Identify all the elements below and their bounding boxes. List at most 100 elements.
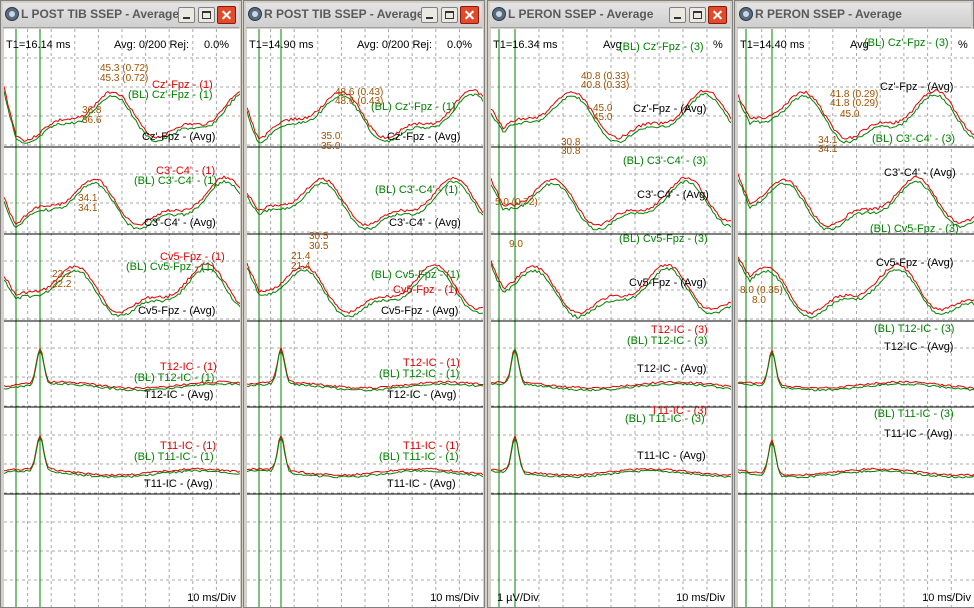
titlebar[interactable]: L PERON SSEP - Average — [490, 3, 730, 28]
trace-current — [491, 176, 731, 227]
trace-label-avg: Cv5-Fpz - (Avg) — [629, 277, 707, 289]
trace-baseline-bl — [247, 180, 483, 231]
peak-marker: 30.8 — [561, 146, 581, 157]
peak-marker: 34.1 — [78, 193, 98, 204]
trace-baseline-bl — [738, 441, 974, 479]
peak-marker: 41.8 (0.29) — [830, 89, 879, 100]
trace-baseline-bl — [491, 263, 731, 319]
close-button[interactable] — [217, 6, 236, 24]
titlebar[interactable]: L POST TIB SSEP - Average — [3, 3, 239, 28]
trace-baseline-bl — [247, 435, 483, 479]
window-title: R POST TIB SSEP - Average — [264, 7, 424, 21]
maximize-button[interactable] — [198, 7, 215, 23]
trace-label-avg: T11-IC - (Avg) — [144, 478, 213, 490]
trace-label-bl: (BL) Cz'-Fpz - (3) — [864, 37, 949, 49]
window-title: L PERON SSEP - Average — [508, 7, 654, 21]
peak-marker: 30.5 — [309, 231, 329, 242]
trace-label-bl: (BL) T11-IC - (3) — [625, 413, 705, 425]
peak-marker: 21.4 — [291, 251, 311, 262]
peak-marker: 9.0 — [509, 239, 523, 250]
trace-label-red: T11-IC - (1) — [160, 440, 217, 452]
window-l-peron: L PERON SSEP - Average T1=16.34 ms Avg %… — [487, 0, 733, 608]
trace-baseline-bl — [247, 349, 483, 392]
trace-label-bl: (BL) C3'-C4' - (1) — [375, 184, 459, 196]
app-icon — [248, 7, 262, 21]
titlebar[interactable]: R POST TIB SSEP - Average — [246, 3, 482, 28]
trace-baseline-bl — [4, 348, 240, 392]
trace-current — [738, 173, 974, 228]
trace-current — [247, 176, 483, 227]
time-scale: 10 ms/Div — [187, 592, 236, 604]
trace-current — [247, 89, 483, 140]
trace-label-avg: C3'-C4' - (Avg) — [637, 189, 709, 201]
trace-baseline-bl — [247, 266, 483, 318]
trace-label-red: Cv5-Fpz - (1) — [393, 284, 458, 296]
trace-current — [491, 348, 731, 390]
peak-marker: 45.0 — [593, 112, 613, 123]
reject-percent: 0.0% — [447, 39, 473, 51]
maximize-button[interactable] — [441, 7, 458, 23]
time-scale: 10 ms/Div — [676, 592, 725, 604]
trace-label-avg: T12-IC - (Avg) — [387, 389, 457, 401]
peak-marker: 40.8 (0.33) — [581, 80, 630, 91]
window-l-post-tib: L POST TIB SSEP - Average T1=16.14 ms Av… — [0, 0, 242, 608]
peak-marker: 45.3 (0.72) — [100, 63, 149, 74]
reject-percent: 0.0% — [204, 39, 230, 51]
close-button[interactable] — [708, 6, 727, 24]
peak-marker: 21.4 — [291, 261, 311, 272]
trace-label-avg: Cz'-Fpz - (Avg) — [633, 103, 707, 115]
trace-label-avg: Cv5-Fpz - (Avg) — [138, 305, 216, 317]
peak-marker: 36.8 — [82, 105, 102, 116]
peak-marker: 30.8 — [561, 137, 581, 148]
maximize-button[interactable] — [689, 7, 706, 23]
peak-marker: 40.8 (0.33) — [581, 71, 630, 82]
minimize-button[interactable] — [669, 7, 686, 23]
reject-percent: % — [958, 39, 968, 51]
peak-marker: 35.0 — [321, 141, 341, 152]
trace-current — [738, 256, 974, 316]
trace-label-red: T12-IC - (1) — [403, 357, 460, 369]
trace-label-avg: T12-IC - (Avg) — [637, 363, 707, 375]
window-title: L POST TIB SSEP - Average — [21, 7, 180, 21]
close-button[interactable] — [460, 6, 479, 24]
trace-baseline-bl — [491, 180, 731, 231]
grid-and-traces — [491, 29, 731, 607]
trace-label-avg: T11-IC - (Avg) — [387, 478, 456, 490]
window-r-peron: R PERON SSEP - Average T1=14.40 ms Avg %… — [734, 0, 974, 608]
trace-label-bl: (BL) Cz'-Fpz - (1) — [128, 89, 213, 101]
trace-label-bl: (BL) Cv5-Fpz - (1) — [126, 261, 215, 273]
trace-baseline-bl — [247, 93, 483, 144]
trace-label-bl: (BL) Cv5-Fpz - (1) — [371, 269, 460, 281]
trace-current — [738, 88, 974, 140]
peak-marker: 34.1 — [818, 144, 838, 155]
minimize-button[interactable] — [178, 7, 195, 23]
trace-label-avg: C3'-C4' - (Avg) — [144, 217, 216, 229]
trace-label-avg: T12-IC - (Avg) — [144, 389, 214, 401]
trace-current — [247, 262, 483, 314]
avg-readout: Avg: 0/200 Rej: — [357, 39, 433, 51]
trace-baseline-bl — [491, 92, 731, 144]
trace-label-red: Cv5-Fpz - (1) — [160, 251, 225, 263]
trace-label-avg: Cz'-Fpz - (Avg) — [142, 131, 216, 143]
app-icon — [5, 7, 19, 21]
peak-marker: 35.0 — [321, 131, 341, 142]
waveform-plot[interactable]: T1=14.90 ms Avg: 0/200 Rej: 0.0% (BL) Cz… — [247, 29, 483, 607]
avg-readout: Avg — [603, 39, 622, 51]
trace-label-bl: (BL) T11-IC - (1) — [379, 451, 459, 463]
trace-label-avg: Cz'-Fpz - (Avg) — [387, 131, 461, 143]
trace-label-bl: (BL) Cz'-Fpz - (1) — [371, 101, 456, 113]
app-icon — [492, 7, 506, 21]
trace-baseline-bl — [738, 94, 974, 144]
titlebar[interactable]: R PERON SSEP - Average — [737, 3, 971, 28]
trace-label-avg: Cv5-Fpz - (Avg) — [381, 305, 459, 317]
trace-current — [4, 262, 240, 314]
trace-label-avg: T11-IC - (Avg) — [884, 428, 953, 440]
trace-baseline-bl — [738, 259, 974, 319]
minimize-button[interactable] — [421, 7, 438, 23]
waveform-plot[interactable]: T1=14.40 ms Avg % (BL) Cz'-Fpz - (3) Cz'… — [738, 29, 974, 607]
waveform-plot[interactable]: T1=16.34 ms Avg % (BL) Cz'-Fpz - (3) Cz'… — [491, 29, 731, 607]
waveform-plot[interactable]: T1=16.14 ms Avg: 0/200 Rej: 0.0% Cz'-Fpz… — [4, 29, 240, 607]
peak-marker: 48.6 (0.43) — [335, 87, 384, 98]
trace-label-red: T11-IC - (1) — [403, 440, 460, 452]
peak-marker: 45.0 — [840, 109, 860, 120]
